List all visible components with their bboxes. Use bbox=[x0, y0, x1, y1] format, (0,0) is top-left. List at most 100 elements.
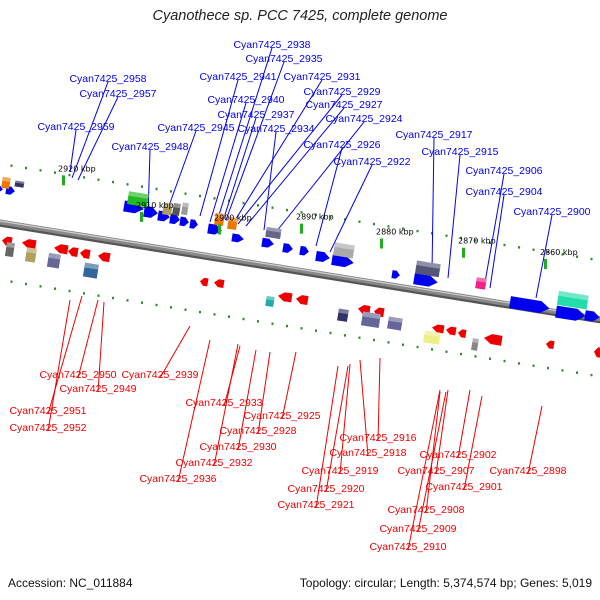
forward-gene-10-shape bbox=[261, 237, 274, 248]
reverse-gene-17-shape bbox=[594, 347, 600, 358]
tick-mark bbox=[544, 258, 547, 269]
reverse-leader bbox=[257, 351, 271, 435]
reverse-leader bbox=[463, 395, 483, 491]
forward-label: Cyan7425_2937 bbox=[217, 109, 294, 121]
tick-mark bbox=[462, 247, 465, 258]
features-layer bbox=[0, 176, 600, 358]
track-dot bbox=[431, 348, 433, 351]
feature-box-12-shine bbox=[558, 290, 589, 301]
forward-gene-9-shape bbox=[231, 233, 244, 243]
feature-box-8-fill bbox=[265, 226, 282, 240]
track-dot bbox=[257, 204, 259, 207]
feature-box-8-shine bbox=[266, 226, 282, 233]
reverse-gene-15-shape bbox=[484, 334, 503, 346]
forward-leader bbox=[77, 96, 119, 181]
forward-label: Cyan7425_2934 bbox=[237, 123, 314, 135]
forward-gene-5 bbox=[169, 213, 180, 225]
forward-gene-0 bbox=[0, 184, 3, 193]
tick-label: 2920 kbp bbox=[58, 164, 96, 173]
forward-gene-12 bbox=[299, 245, 309, 256]
forward-label: Cyan7425_2924 bbox=[325, 113, 402, 125]
track-dot bbox=[199, 310, 201, 314]
reverse-gene-9-shape bbox=[296, 295, 309, 306]
track-dot bbox=[445, 350, 448, 353]
forward-gene-13 bbox=[315, 250, 330, 263]
tick-label: 2910 kbp bbox=[136, 201, 174, 210]
forward-gene-15 bbox=[391, 270, 400, 279]
reverse-leader bbox=[281, 351, 297, 420]
reverse-leader bbox=[77, 299, 99, 379]
track-dot bbox=[242, 317, 245, 321]
track-dot bbox=[286, 324, 288, 328]
reverse-leader bbox=[417, 391, 447, 533]
reverse-label: Cyan7425_2921 bbox=[277, 499, 354, 511]
reverse-leader bbox=[315, 365, 339, 509]
forward-label: Cyan7425_2927 bbox=[305, 99, 382, 111]
labels-layer: Cyan7425_2958 Cyan7425_2957 Cyan7425_2959 C… bbox=[9, 39, 590, 553]
forward-label: Cyan7425_2938 bbox=[233, 39, 310, 51]
forward-gene-11-shape bbox=[282, 243, 293, 253]
feature-box-7-shine bbox=[228, 216, 238, 223]
forward-leader bbox=[199, 79, 239, 217]
feature-box-16-shine bbox=[84, 262, 99, 270]
track-dot bbox=[228, 315, 230, 318]
track-dot bbox=[518, 362, 520, 365]
tick-mark bbox=[218, 224, 221, 235]
forward-leader bbox=[225, 61, 285, 221]
feature-box-11-shine bbox=[476, 277, 487, 283]
reverse-label: Cyan7425_2925 bbox=[243, 410, 320, 422]
track-dot bbox=[97, 178, 100, 181]
forward-gene-3 bbox=[143, 205, 158, 218]
track-dot bbox=[54, 287, 56, 290]
forward-gene-4 bbox=[157, 210, 170, 222]
feature-box-1-shine bbox=[15, 180, 25, 184]
tick-label: 2870 kbp bbox=[458, 237, 496, 246]
forward-gene-12-shape bbox=[299, 245, 309, 256]
track-dot bbox=[460, 352, 462, 356]
reverse-gene-2-shape bbox=[54, 244, 69, 255]
forward-leader bbox=[315, 147, 343, 247]
feature-box-11-fill bbox=[475, 277, 487, 290]
track-dot bbox=[315, 213, 317, 216]
reverse-leader bbox=[339, 363, 351, 475]
track-dot bbox=[170, 190, 172, 193]
reverse-leader bbox=[457, 389, 471, 459]
feature-box-10-shine bbox=[416, 260, 441, 269]
reverse-gene-8-shape bbox=[278, 292, 293, 303]
track-dot bbox=[503, 359, 506, 363]
forward-label: Cyan7425_2940 bbox=[207, 94, 284, 106]
tick-label: 2890 kbp bbox=[296, 213, 334, 222]
reverse-leader bbox=[407, 389, 441, 551]
feature-box-15-shine bbox=[48, 252, 61, 260]
track-dot bbox=[170, 306, 172, 309]
forward-label: Cyan7425_2958 bbox=[69, 73, 146, 85]
reverse-gene-12-shape bbox=[432, 324, 445, 334]
feature-box-6 bbox=[214, 212, 225, 226]
feature-box-2-fill bbox=[126, 191, 149, 208]
feature-box-13-shine bbox=[6, 242, 16, 249]
feature-box-10 bbox=[414, 260, 441, 278]
forward-label: Cyan7425_2904 bbox=[465, 186, 542, 198]
feature-box-6-shine bbox=[215, 212, 225, 219]
forward-gene-14 bbox=[331, 254, 354, 268]
reverse-gene-14-shape bbox=[458, 329, 467, 338]
backbone-highlight bbox=[0, 220, 600, 319]
feature-box-18 bbox=[337, 308, 349, 322]
forward-label: Cyan7425_2929 bbox=[303, 86, 380, 98]
reverse-label: Cyan7425_2928 bbox=[219, 425, 296, 437]
track-dot bbox=[576, 255, 578, 258]
feature-box-3-shine bbox=[163, 202, 173, 208]
feature-box-13 bbox=[4, 242, 16, 258]
forward-gene-16-shape bbox=[413, 273, 438, 287]
reverse-leader bbox=[177, 339, 211, 483]
feature-box-20-fill bbox=[387, 316, 403, 331]
feature-box-17 bbox=[265, 295, 275, 308]
forward-leader bbox=[233, 79, 323, 223]
feature-box-1 bbox=[14, 180, 25, 188]
forward-leader bbox=[237, 94, 343, 225]
forward-gene-11 bbox=[282, 243, 293, 253]
reverse-gene-1 bbox=[22, 239, 37, 250]
feature-box-19-fill bbox=[360, 311, 381, 329]
feature-box-21-shine bbox=[424, 330, 441, 338]
